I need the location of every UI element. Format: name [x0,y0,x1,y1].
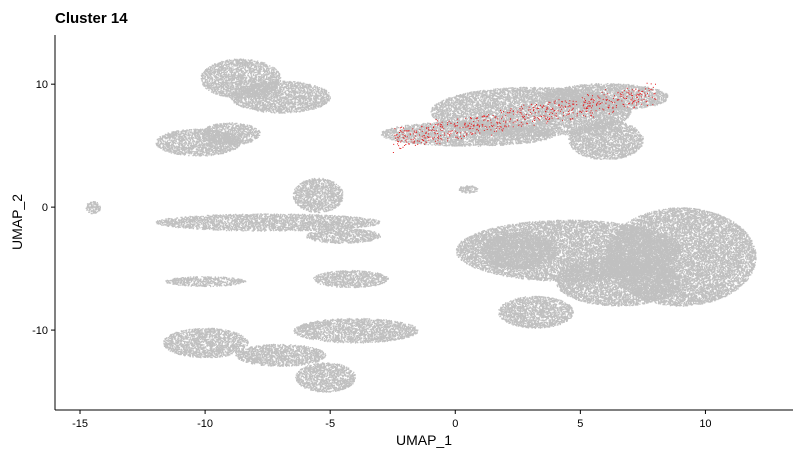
background-cell-cluster [498,295,574,329]
background-cell-cluster [605,207,757,307]
y-tick-label: 10 [36,79,48,91]
x-tick-label: -5 [325,418,335,430]
background-cell-cluster [235,343,327,367]
background-cell-cluster [165,276,247,288]
x-tick-label: -15 [72,418,88,430]
background-cell-cluster [480,231,557,270]
background-cell-cluster [313,269,389,289]
background-cell-cluster [292,177,344,214]
background-cell-cluster [380,121,556,147]
chart-title: Cluster 14 [55,10,128,27]
x-tick-label: 0 [452,418,458,430]
background-cell-cluster [163,327,249,359]
background-cell-cluster [306,228,381,244]
background-cell-cluster [458,185,479,194]
background-cell-cluster [200,58,282,99]
y-axis-title: UMAP_2 [9,194,25,250]
x-axis-title: UMAP_1 [396,432,452,448]
background-cell-cluster [85,201,101,215]
background-cell-cluster [295,362,356,393]
x-tick-label: 10 [699,418,711,430]
y-axis-ticks: -10 0 10 [32,79,55,337]
background-cell-cluster [155,213,381,232]
background-cell-cluster [293,317,419,344]
background-cell-cluster [542,83,669,111]
y-tick-label: -10 [32,325,48,337]
x-tick-label: -10 [197,418,213,430]
background-cell-cluster [568,119,644,160]
x-tick-label: 5 [577,418,583,430]
background-cell-cluster [201,122,261,146]
background-cell-cluster [555,256,682,307]
background-cell-cluster [230,80,331,114]
background-cells-layer [85,58,757,393]
x-axis-ticks: -15 -10 -5 0 5 10 [72,410,712,430]
y-tick-label: 0 [42,202,48,214]
